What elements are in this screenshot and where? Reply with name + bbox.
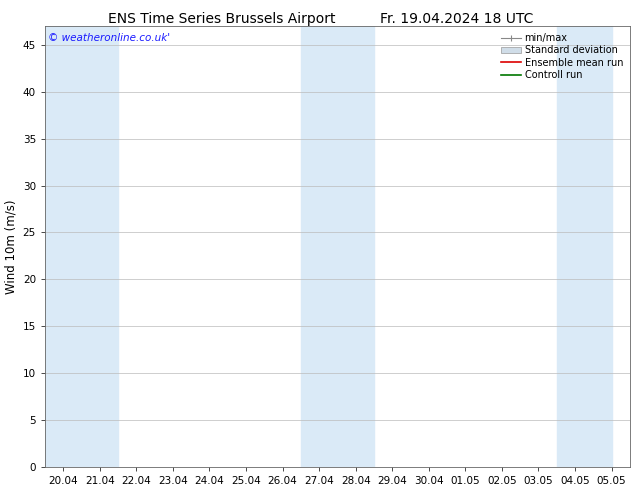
Bar	[557, 26, 612, 467]
Text: Fr. 19.04.2024 18 UTC: Fr. 19.04.2024 18 UTC	[380, 12, 533, 26]
Bar	[45, 26, 118, 467]
Text: ENS Time Series Brussels Airport: ENS Time Series Brussels Airport	[108, 12, 335, 26]
Y-axis label: Wind 10m (m/s): Wind 10m (m/s)	[4, 199, 17, 294]
Bar	[301, 26, 374, 467]
Text: © weatheronline.co.uk': © weatheronline.co.uk'	[48, 33, 170, 43]
Legend: min/max, Standard deviation, Ensemble mean run, Controll run: min/max, Standard deviation, Ensemble me…	[499, 31, 625, 82]
